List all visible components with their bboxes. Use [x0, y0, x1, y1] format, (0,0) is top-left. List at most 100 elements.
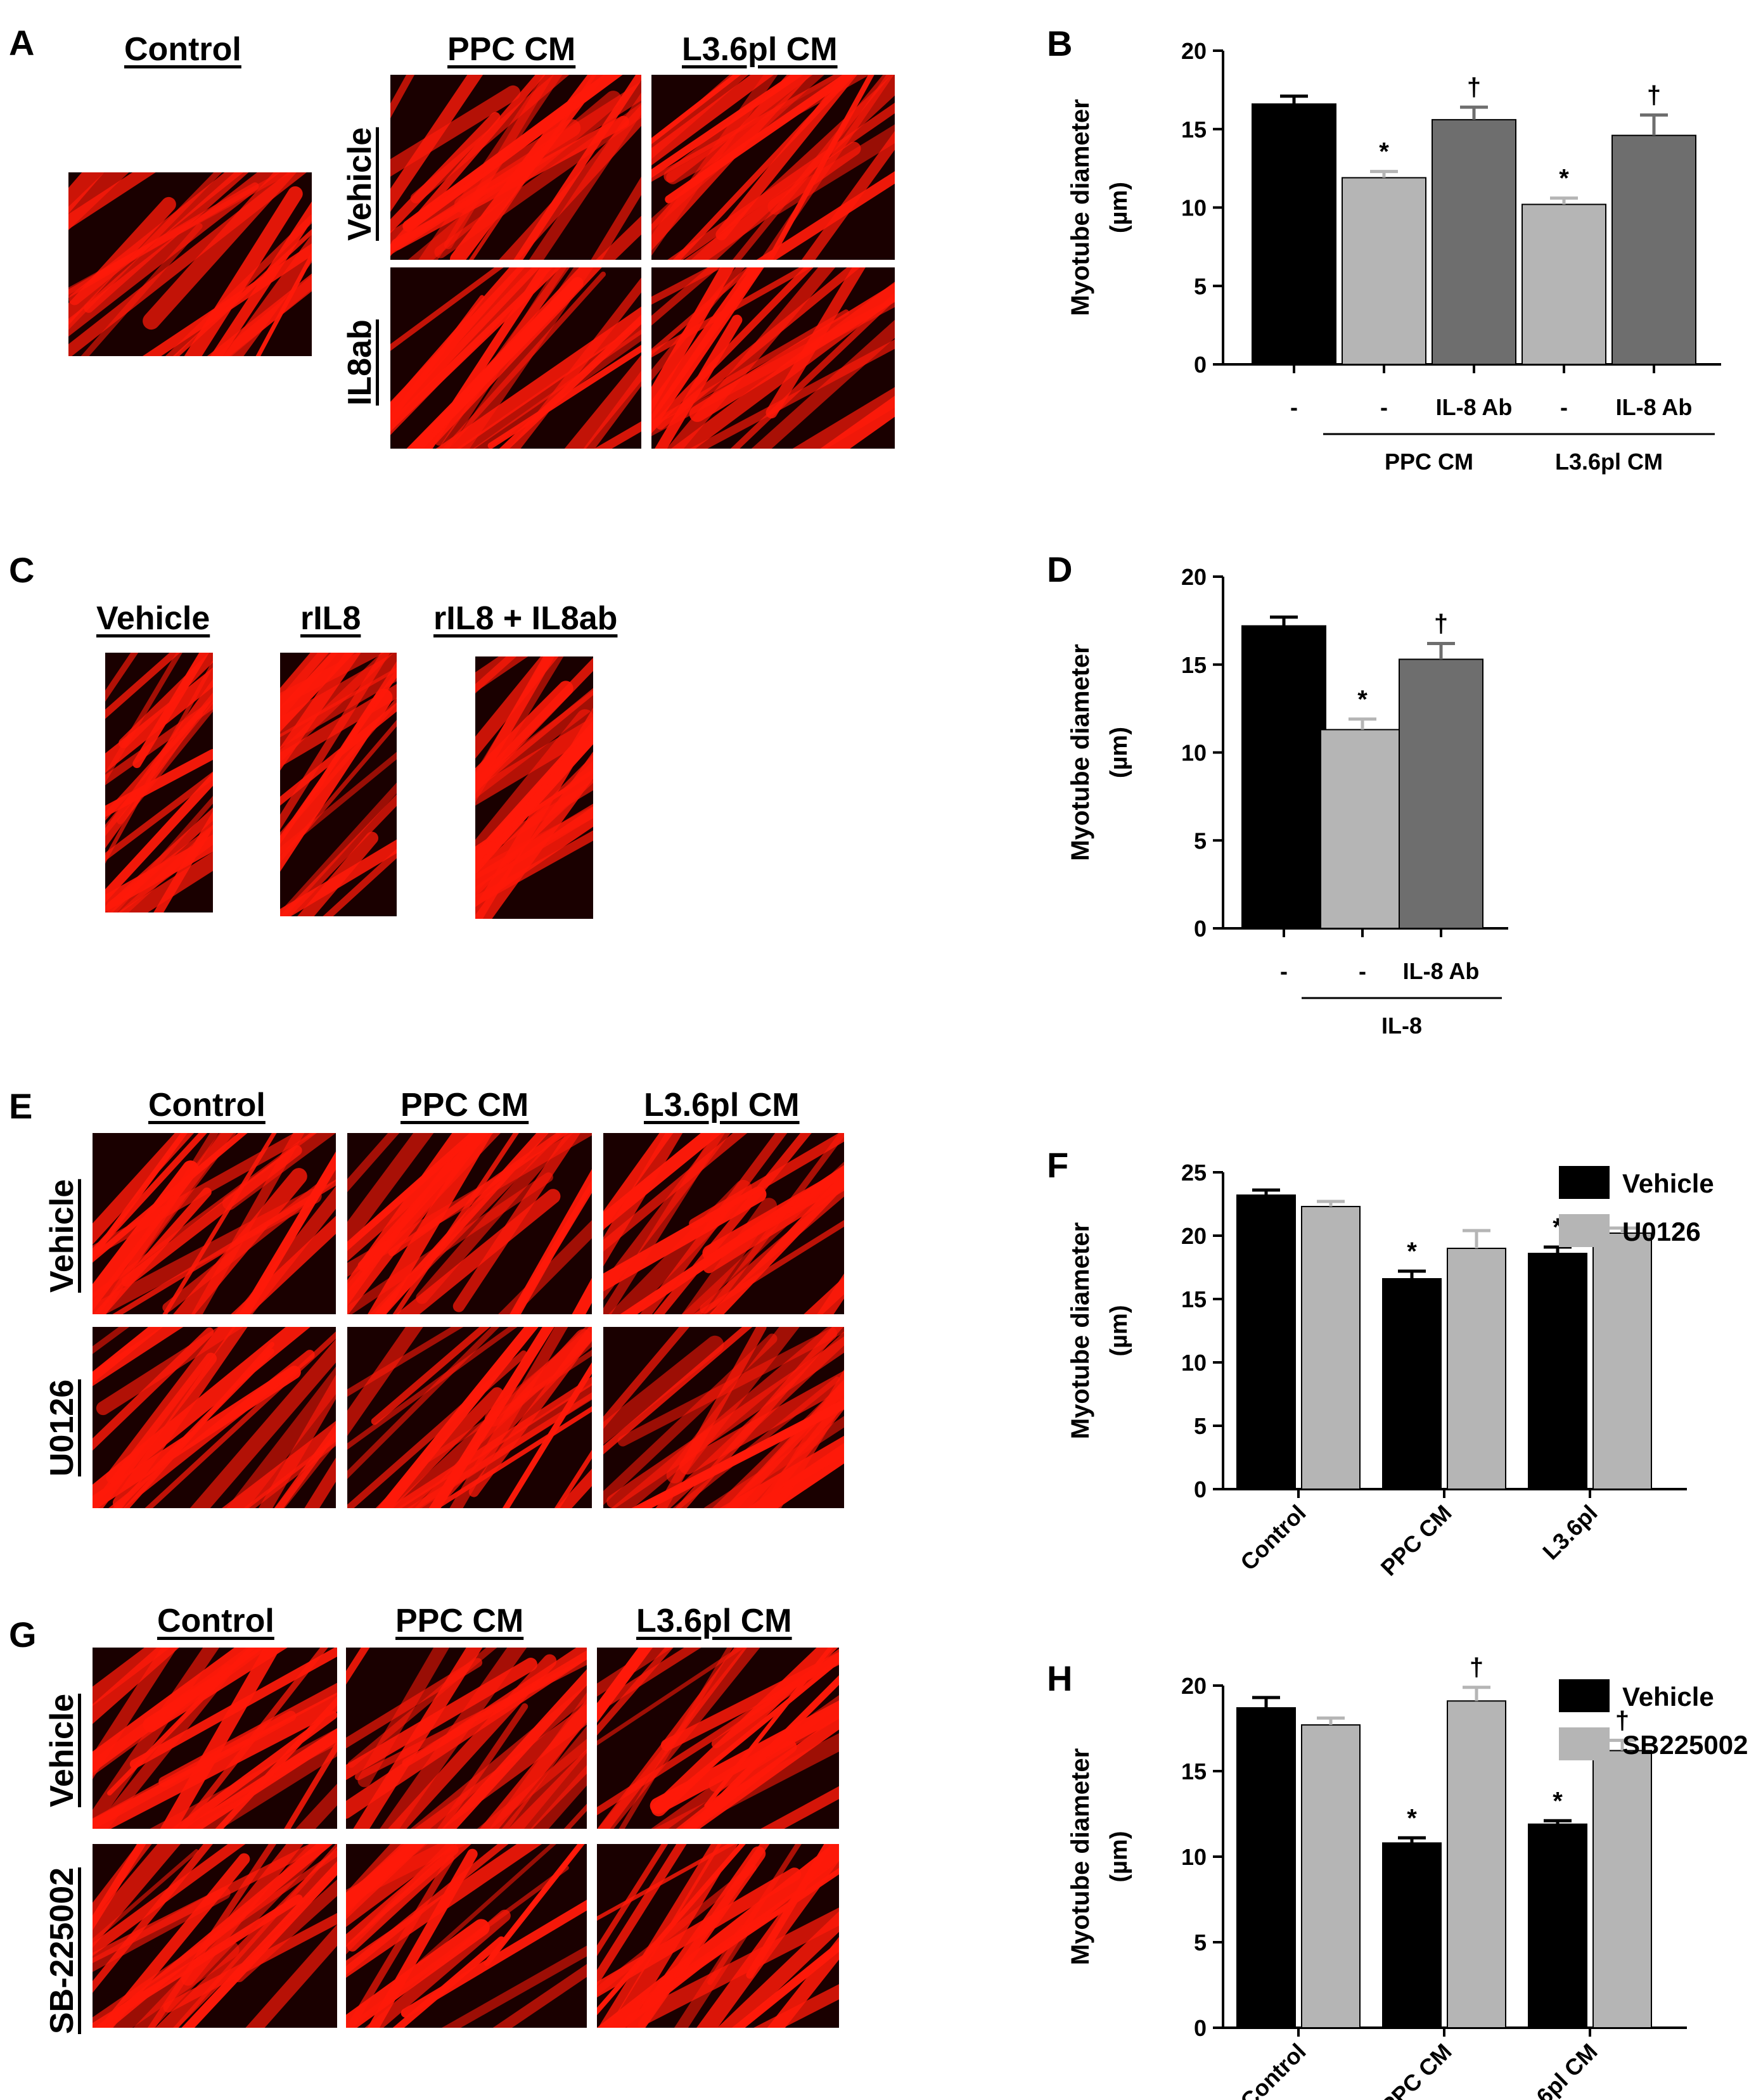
y-tick-label: 20	[1181, 1223, 1207, 1249]
myotube-fiber	[371, 1327, 490, 1425]
myotube-fiber	[357, 1648, 450, 1788]
myotube-fiber	[258, 1374, 336, 1508]
myotube-fiber	[473, 329, 641, 449]
myotube-fiber	[597, 1844, 736, 1921]
significance-mark: †	[1467, 74, 1481, 101]
micrograph-e-l36-u0126	[603, 1327, 844, 1508]
y-tick-label: 0	[1194, 1476, 1207, 1502]
myotube-fiber	[68, 172, 307, 356]
y-tick-label: 5	[1194, 1930, 1207, 1956]
myotube-fiber	[95, 1844, 333, 2028]
myotube-fiber	[144, 1331, 336, 1508]
legend-swatch	[1559, 1214, 1610, 1247]
myotube-fiber	[651, 75, 749, 160]
panel-e-row-header-u0126: U0126	[44, 1379, 80, 1476]
legend-label: U0126	[1622, 1217, 1701, 1246]
panel-c-col-header-vehicle: Vehicle	[96, 600, 210, 637]
myotube-fiber	[347, 1844, 471, 1952]
myotube-fiber	[280, 653, 338, 721]
myotube-fiber	[93, 1133, 207, 1258]
myotube-fiber	[93, 1133, 188, 1262]
bar	[1301, 1206, 1361, 1490]
significance-mark: †	[1470, 1654, 1483, 1682]
myotube-fiber	[676, 1740, 797, 1829]
myotube-fiber	[68, 172, 129, 231]
chart-h: H 0 5 10 15 20 Myotube diameter (µm) Control * † PP…	[1014, 1597, 1749, 2100]
myotube-fiber	[484, 1844, 585, 1966]
myotube-fiber	[295, 1783, 337, 1829]
myotube-fiber	[93, 1844, 213, 1993]
myotube-fiber	[693, 1220, 844, 1314]
myotube-fiber	[489, 1692, 587, 1829]
myotube-fiber	[390, 112, 501, 234]
myotube-fiber	[390, 85, 521, 177]
myotube-fiber	[498, 1220, 592, 1314]
myotube-fiber	[653, 1133, 812, 1314]
myotube-fiber	[475, 656, 517, 694]
y-tick-label: 15	[1181, 652, 1207, 678]
y-tick-label: 20	[1181, 1673, 1207, 1699]
myotube-fiber	[603, 1327, 690, 1430]
myotube-fiber	[656, 267, 861, 430]
y-tick-label: 5	[1194, 273, 1207, 299]
significance-mark: *	[1357, 686, 1368, 714]
myotube-fiber	[449, 267, 594, 449]
category-label: PPC CM	[1376, 1500, 1457, 1581]
myotube-fiber	[117, 701, 213, 824]
myotube-fiber	[390, 75, 415, 118]
myotube-fiber	[651, 1867, 839, 1999]
myotube-fiber	[346, 1844, 542, 1978]
myotube-fiber	[651, 75, 843, 182]
myotube-fiber	[239, 1151, 336, 1314]
myotube-fiber	[390, 267, 504, 351]
y-tick-label: 20	[1181, 38, 1207, 64]
legend-label: Vehicle	[1622, 1168, 1714, 1198]
myotube-fiber	[80, 223, 203, 356]
bar	[1447, 1248, 1506, 1490]
micrograph-a-ppc-vehicle	[390, 75, 641, 260]
myotube-fiber	[603, 1133, 725, 1314]
bar	[1342, 177, 1426, 365]
myotube-fiber	[603, 1327, 753, 1455]
myotube-fiber	[651, 75, 804, 178]
myotube-fiber	[499, 104, 641, 260]
y-axis-label: Myotube diameter	[1067, 1748, 1094, 1965]
myotube-fiber	[597, 1648, 673, 1697]
myotube-fiber	[597, 1844, 687, 1987]
bar	[1447, 1700, 1506, 2029]
myotube-fiber	[280, 653, 390, 830]
legend-swatch	[1559, 1166, 1610, 1199]
myotube-fiber	[150, 1728, 337, 1829]
myotube-fiber	[93, 1133, 317, 1258]
y-tick-label: 10	[1181, 1350, 1207, 1376]
legend-label: Vehicle	[1622, 1682, 1714, 1712]
myotube-fiber	[191, 1738, 337, 1829]
myotube-fiber	[672, 75, 855, 260]
bar	[1382, 1842, 1442, 2028]
significance-mark: *	[1407, 1804, 1417, 1832]
category-label: IL-8 Ab	[1403, 958, 1480, 984]
category-label: -	[1280, 958, 1288, 984]
significance-mark: †	[1615, 1706, 1629, 1734]
micrograph-a-control	[68, 172, 312, 356]
myotube-fiber	[68, 172, 156, 229]
panel-g-row-header-sb225002: SB-225002	[44, 1867, 80, 2034]
myotube-fiber	[68, 196, 176, 326]
micrograph-e-ppc-vehicle	[347, 1133, 592, 1314]
category-label: -	[1380, 394, 1388, 420]
myotube-fiber	[597, 1648, 745, 1746]
micrograph-c-ril8	[280, 653, 397, 916]
myotube-fiber	[110, 796, 213, 912]
myotube-fiber	[347, 1327, 464, 1397]
bar	[1320, 729, 1405, 929]
myotube-fiber	[730, 291, 895, 449]
y-tick-label: 25	[1181, 1160, 1207, 1186]
myotube-fiber	[274, 1431, 336, 1508]
y-tick-label: 0	[1194, 916, 1207, 942]
myotube-fiber	[84, 172, 249, 313]
panel-a-row-header-il8ab: IL8ab	[342, 319, 378, 406]
myotube-fiber	[755, 1393, 844, 1508]
myotube-fiber	[280, 667, 397, 748]
category-label: Control	[1235, 2039, 1310, 2100]
y-axis-unit: (µm)	[1106, 182, 1132, 233]
